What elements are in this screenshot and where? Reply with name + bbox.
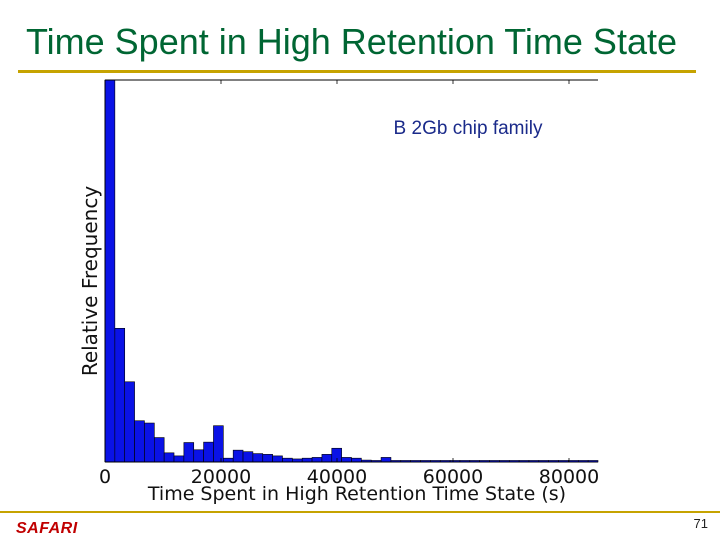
histogram-bar — [232, 449, 244, 463]
histogram-bar — [321, 454, 333, 463]
chart-annotation: B 2Gb chip family — [394, 118, 543, 139]
histogram-bar — [252, 453, 264, 463]
x-tick-label: 80000 — [539, 466, 599, 488]
histogram-bar — [154, 437, 165, 463]
histogram-bar — [311, 457, 323, 463]
histogram-bar — [223, 457, 234, 463]
x-tick-label: 40000 — [307, 466, 367, 488]
x-tick-label: 20000 — [191, 466, 251, 488]
histogram-bar — [380, 457, 392, 463]
footer-rule — [0, 511, 720, 513]
histogram-bar — [301, 457, 313, 463]
histogram-bar — [163, 452, 175, 463]
histogram-bar — [351, 457, 362, 463]
x-tick-label: 60000 — [423, 466, 483, 488]
histogram-bar — [282, 457, 293, 463]
histogram-bar — [272, 455, 283, 463]
x-axis-ticks: 0 20000 40000 60000 80000 — [99, 80, 599, 488]
title-rule — [18, 70, 696, 73]
histogram-bar — [104, 79, 116, 463]
slide-title: Time Spent in High Retention Time State — [26, 21, 677, 62]
histogram-bar — [213, 425, 224, 463]
chart-axes — [104, 79, 598, 463]
histogram-bar — [341, 457, 352, 463]
chart-background — [105, 80, 598, 462]
histogram-bar — [144, 422, 155, 463]
safari-logo: SAFARI — [16, 520, 78, 537]
histogram-bar — [262, 454, 273, 463]
histogram-bar — [193, 449, 204, 463]
x-axis-label: Time Spent in High Retention Time State … — [147, 483, 566, 505]
y-axis-label: Relative Frequency — [78, 186, 102, 376]
histogram-bar — [134, 420, 145, 463]
histogram-bar — [242, 451, 254, 463]
x-tick-label: 0 — [99, 466, 111, 488]
histogram-bar — [203, 441, 214, 463]
histogram-bar — [114, 327, 126, 463]
histogram-bar — [183, 442, 195, 463]
histogram-bar — [124, 381, 135, 463]
page-number: 71 — [693, 516, 708, 531]
histogram-bar — [173, 455, 185, 463]
